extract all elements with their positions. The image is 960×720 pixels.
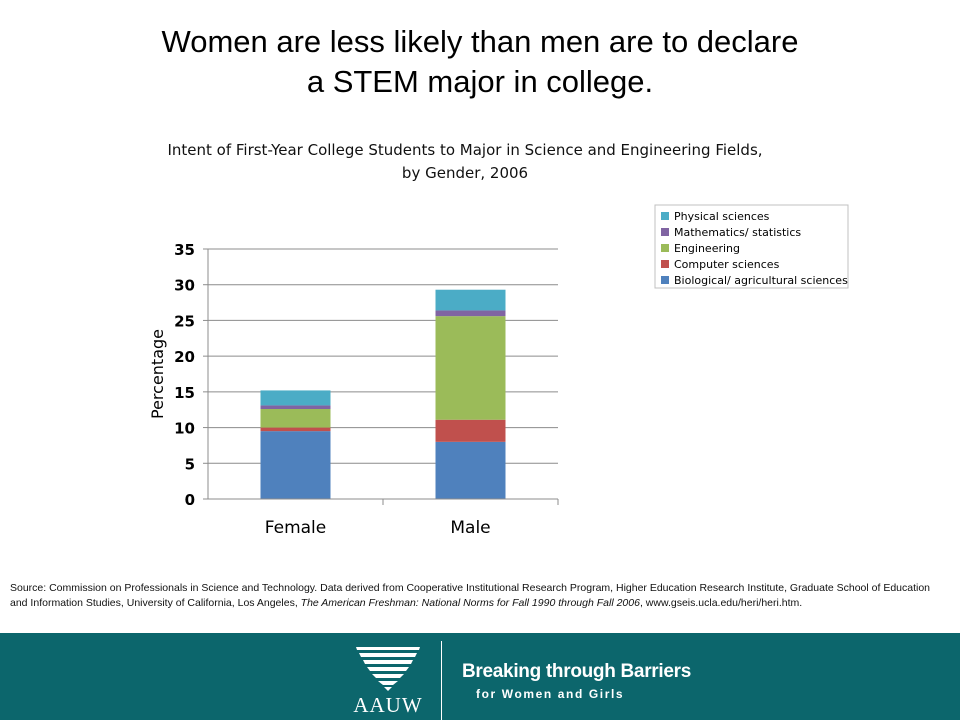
bar-female-computer-sciences <box>260 427 331 432</box>
footer-band: AAUW Breaking through Barriers for Women… <box>0 633 960 720</box>
footer-divider <box>441 641 442 720</box>
legend-swatch <box>661 260 669 268</box>
legend-swatch <box>661 276 669 284</box>
legend-entry: Mathematics/ statistics <box>674 226 801 239</box>
slide-title-line-1: Women are less likely than men are to de… <box>161 24 799 59</box>
legend-entry: Computer sciences <box>674 258 780 271</box>
legend-entry: Engineering <box>674 242 740 255</box>
chart-title: Intent of First-Year College Students to… <box>140 139 790 185</box>
y-tick-label: 10 <box>174 420 195 438</box>
legend: Physical sciences Mathematics/ statistics… <box>654 204 849 289</box>
legend-swatch <box>661 212 669 220</box>
y-tick-label: 25 <box>174 312 195 330</box>
x-tick-label: Male <box>450 518 490 538</box>
tagline-line-1: Breaking through Barriers <box>462 661 691 682</box>
legend-swatch <box>661 228 669 236</box>
slide-title: Women are less likely than men are to de… <box>120 22 840 102</box>
bar-female-biological-agricultural-sciences <box>260 431 331 499</box>
aauw-chevron-icon <box>356 647 420 691</box>
bar-female-mathematics-statistics <box>260 405 331 409</box>
chart-title-line-2: by Gender, 2006 <box>401 164 529 182</box>
axes: 0 5 10 15 20 25 30 35 Percentage Female Male <box>148 241 559 538</box>
bar-female-engineering <box>260 409 331 428</box>
bar-male-biological-agricultural-sciences <box>435 441 506 499</box>
y-tick-label: 30 <box>174 277 195 295</box>
source-text-part-1: Source: Commission on Professionals in S… <box>10 582 931 609</box>
bars <box>260 289 506 499</box>
source-citation: Source: Commission on Professionals in S… <box>10 581 945 611</box>
legend-entry: Biological/ agricultural sciences <box>674 274 848 287</box>
bar-male-engineering <box>435 316 506 420</box>
legend-entry: Physical sciences <box>674 210 770 223</box>
bar-male-mathematics-statistics <box>435 310 506 317</box>
aauw-logo: AAUW <box>348 647 428 717</box>
stacked-bar-chart: 0 5 10 15 20 25 30 35 Percentage Female Male Physi… <box>148 204 849 538</box>
y-tick-label: 5 <box>185 455 195 473</box>
source-publication-title: The American Freshman: National Norms fo… <box>300 597 640 609</box>
y-tick-label: 15 <box>174 384 195 402</box>
x-tick-label: Female <box>265 518 326 538</box>
legend-box <box>654 204 849 289</box>
slide-title-line-2: a STEM major in college. <box>306 64 654 99</box>
chart-title-line-1: Intent of First-Year College Students to… <box>167 141 763 159</box>
source-text-part-2: , www.gseis.ucla.edu/heri/heri.htm. <box>639 597 803 609</box>
bar-male-computer-sciences <box>435 419 506 442</box>
y-tick-label: 35 <box>174 241 195 259</box>
y-tick-label: 0 <box>185 491 195 509</box>
bar-male-physical-sciences <box>435 289 506 311</box>
tagline-line-2: for Women and Girls <box>476 687 625 701</box>
legend-swatch <box>661 244 669 252</box>
aauw-logo-text: AAUW <box>353 693 423 717</box>
y-axis-label: Percentage <box>148 329 167 419</box>
bar-female-physical-sciences <box>260 390 331 406</box>
y-tick-label: 20 <box>174 348 195 366</box>
